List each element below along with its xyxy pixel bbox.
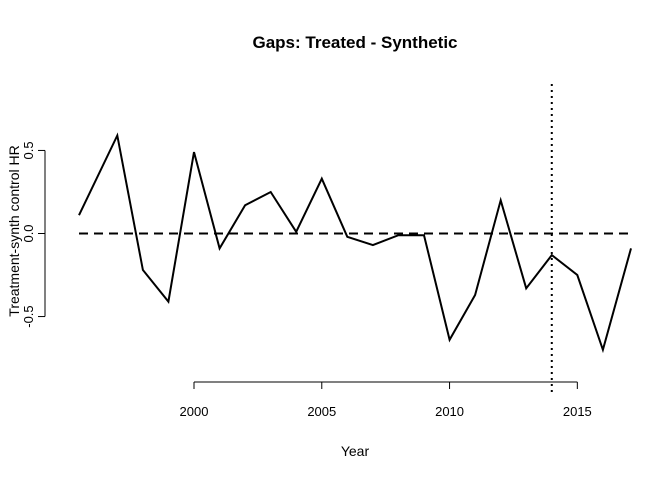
y-axis: 0.5 0.0 -0.5 — [21, 141, 46, 328]
y-tick-label: 0.5 — [21, 141, 36, 159]
series-layer — [78, 132, 632, 354]
x-axis-label: Year — [341, 443, 370, 459]
chart-title: Gaps: Treated - Synthetic — [253, 33, 458, 52]
x-tick-label: 2015 — [563, 404, 592, 419]
y-axis-label: Treatment-synth control HR — [6, 145, 22, 316]
x-tick-label: 2010 — [435, 404, 464, 419]
y-tick-label: -0.5 — [21, 305, 36, 327]
x-axis: 2000 2005 2010 2015 — [180, 381, 592, 419]
reference-lines — [79, 84, 631, 395]
gap-series-line — [78, 132, 632, 354]
x-tick-label: 2005 — [307, 404, 336, 419]
y-tick-label: 0.0 — [21, 224, 36, 242]
x-tick-label: 2000 — [180, 404, 209, 419]
